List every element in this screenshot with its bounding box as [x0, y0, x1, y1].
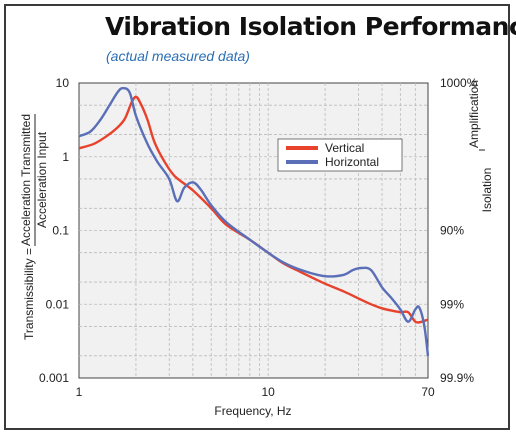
y-tick-label: 1	[62, 150, 69, 164]
x-axis-label: Frequency, Hz	[214, 404, 291, 418]
chart-title: Vibration Isolation Performance	[105, 12, 516, 41]
right-tick-label: 1000%	[440, 76, 478, 90]
y-tick-label: 0.1	[52, 224, 69, 238]
y-axis-label-numerator: Acceleration Transmitted	[19, 114, 33, 246]
legend-label-horizontal: Horizontal	[325, 155, 379, 169]
right-axis-label-top: Amplification	[467, 80, 481, 148]
legend-label-vertical: Vertical	[325, 141, 364, 155]
y-tick-label: 10	[56, 76, 70, 90]
x-tick-label: 1	[76, 385, 83, 399]
right-tick-label: 90%	[440, 224, 464, 238]
right-axis-label-bottom: Isolation	[480, 168, 494, 213]
y-axis-label-denominator: Acceleration Input	[35, 131, 49, 228]
series-group	[78, 86, 430, 356]
tick-labels: 1 10 70 10 1 0.1 0.01 0.001 1000% 90% 99% 99.9%	[39, 76, 478, 399]
x-tick-label: 10	[261, 385, 275, 399]
right-axis-label: Isolation Amplification	[467, 80, 494, 212]
y-tick-label: 0.001	[39, 371, 69, 385]
chart-subtitle: (actual measured data)	[106, 48, 250, 64]
y-axis-label: Transmissibility = Acceleration Transmit…	[19, 114, 49, 340]
legend-box	[277, 138, 403, 172]
y-tick-label: 0.01	[46, 297, 70, 311]
series-line-horizontal	[78, 86, 430, 356]
right-tick-label: 99%	[440, 297, 464, 311]
x-tick-label: 70	[421, 385, 435, 399]
y-axis-label-prefix: Transmissibility =	[22, 248, 36, 340]
right-tick-label: 99.9%	[440, 371, 474, 385]
grid	[79, 83, 428, 378]
